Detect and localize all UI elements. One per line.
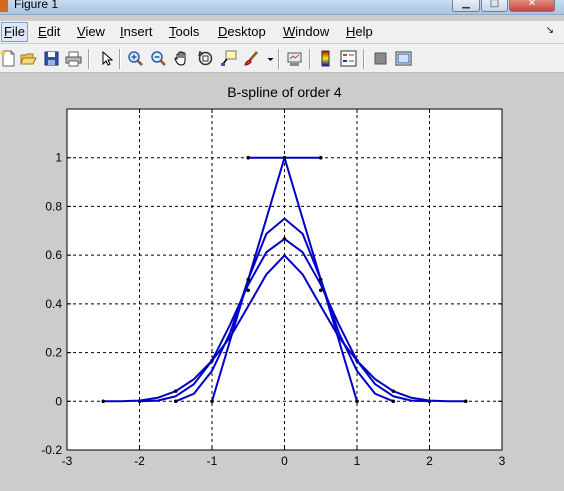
x-tick-label: 1 — [354, 454, 361, 468]
series-marker — [101, 399, 106, 404]
menu-file-accel: F — [4, 24, 12, 39]
menu-help-accel: H — [346, 24, 356, 39]
menu-insert-accel: I — [120, 24, 124, 39]
series-marker — [173, 389, 178, 393]
series-line-5 — [103, 254, 466, 403]
brush-icon[interactable] — [243, 50, 260, 67]
plot-svg[interactable]: -3 -2 -1 0 1 2 3 -0.2 0 0.2 0.4 0.6 0.8 1 B-spline of… — [0, 73, 564, 491]
new-figure-icon[interactable] — [0, 50, 17, 67]
series-line-3 — [175, 217, 394, 403]
menu-file-label: ile — [11, 24, 25, 39]
figure-canvas: -3 -2 -1 0 1 2 3 -0.2 0 0.2 0.4 0.6 0.8 1 B-spline of… — [0, 73, 564, 491]
zoom-in-icon[interactable] — [127, 50, 144, 67]
brush-dropdown-arrow[interactable] — [262, 50, 274, 67]
series-marker — [282, 237, 287, 241]
series-marker — [282, 155, 287, 160]
y-tick-label: 1 — [55, 151, 62, 165]
matlab-logo-icon — [0, 0, 8, 12]
menu-desktop-accel: D — [218, 24, 228, 39]
series-marker — [318, 155, 323, 160]
series-marker — [391, 389, 396, 393]
menu-edit-label: dit — [46, 24, 61, 39]
link-plot-icon[interactable] — [286, 50, 303, 67]
zoom-out-icon[interactable] — [150, 50, 167, 67]
y-tick-label: 0.6 — [45, 248, 62, 262]
series-layer — [101, 155, 468, 404]
menu-insert[interactable]: Insert — [120, 24, 153, 39]
window-title: Figure 1 — [14, 0, 59, 11]
minimize-button[interactable]: ▁ — [452, 0, 480, 12]
edit-plot-icon[interactable] — [98, 50, 115, 67]
pan-icon[interactable] — [173, 50, 190, 67]
series-marker — [355, 399, 359, 404]
legend-icon[interactable] — [340, 50, 357, 67]
y-tick-label: 0.8 — [45, 199, 62, 213]
colorbar-icon[interactable] — [317, 50, 334, 67]
series-marker — [246, 288, 251, 293]
menu-bar: File Edit View Insert Tools Desktop Wind… — [0, 21, 564, 43]
y-tick-label: -0.2 — [41, 443, 62, 457]
toolbar-separator — [278, 49, 280, 69]
menu-window-label: indow — [295, 24, 330, 39]
y-tick-label: 0.4 — [45, 297, 62, 311]
rotate-3d-icon[interactable] — [197, 50, 214, 67]
save-icon[interactable] — [43, 50, 60, 67]
menu-tools-label: ools — [175, 24, 200, 39]
series-marker — [463, 399, 468, 404]
menu-help-label: elp — [355, 24, 373, 39]
y-tick-label: 0.2 — [45, 346, 62, 360]
print-icon[interactable] — [65, 50, 82, 67]
menu-edit[interactable]: Edit — [38, 24, 60, 39]
close-button[interactable]: ✕ — [509, 0, 555, 12]
series-marker — [246, 277, 251, 282]
menu-window[interactable]: Window — [283, 24, 329, 39]
open-file-icon[interactable] — [20, 50, 37, 67]
menu-help[interactable]: Help — [346, 24, 373, 39]
figure-toolbar — [0, 44, 564, 73]
grid-lines — [67, 109, 502, 450]
x-tick-label: 3 — [499, 454, 506, 468]
toolbar-separator — [119, 49, 121, 69]
menu-insert-label: nsert — [123, 24, 153, 39]
menu-window-accel: W — [283, 24, 296, 39]
series-marker — [318, 288, 323, 293]
dock-arrow-icon[interactable]: ↘ — [545, 25, 554, 36]
series-marker — [246, 155, 251, 160]
toolbar-separator — [88, 49, 90, 69]
series-marker — [391, 399, 396, 404]
menu-view-accel: V — [77, 24, 86, 39]
chart-title: B-spline of order 4 — [227, 84, 342, 100]
series-marker — [210, 399, 214, 404]
menu-tools-accel: T — [169, 24, 176, 39]
data-cursor-icon[interactable] — [220, 50, 237, 67]
menu-desktop[interactable]: Desktop — [218, 24, 266, 39]
y-tick-label: 0 — [55, 394, 62, 408]
x-tick-label: -1 — [207, 454, 218, 468]
menu-view-label: iew — [85, 24, 105, 39]
toolbar-separator — [363, 49, 365, 69]
series-marker — [173, 399, 178, 404]
toolbar-separator — [309, 49, 311, 69]
series-marker — [318, 277, 323, 282]
menu-tools[interactable]: Tools — [169, 24, 199, 39]
title-bar[interactable]: Figure 1 ▁ □ ✕ — [0, 0, 564, 15]
x-tick-label: -2 — [134, 454, 145, 468]
show-plot-tools-icon[interactable] — [395, 50, 412, 67]
maximize-button[interactable]: □ — [481, 0, 508, 12]
menu-desktop-label: esktop — [227, 24, 266, 39]
menu-file[interactable]: File — [1, 22, 28, 42]
menu-edit-accel: E — [38, 24, 47, 39]
hide-plot-tools-icon[interactable] — [372, 50, 389, 67]
menu-view[interactable]: View — [77, 24, 105, 39]
axis-ticks: -3 -2 -1 0 1 2 3 -0.2 0 0.2 0.4 0.6 0.8 1 — [41, 109, 506, 468]
x-tick-label: -3 — [62, 454, 73, 468]
x-tick-label: 2 — [426, 454, 433, 468]
x-tick-label: 0 — [281, 454, 288, 468]
